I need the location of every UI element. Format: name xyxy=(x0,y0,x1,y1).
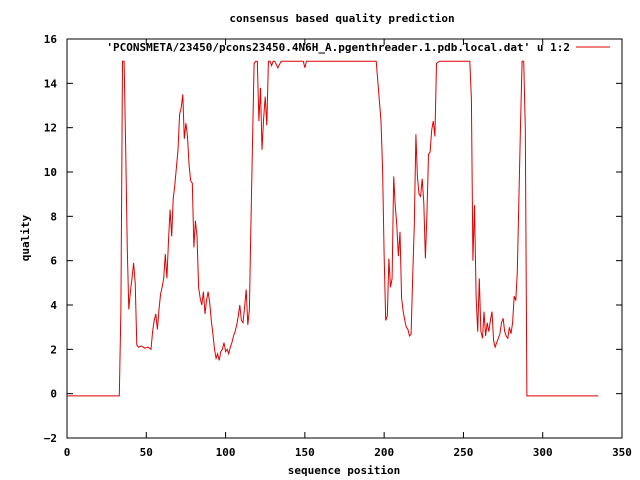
y-tick-label: 0 xyxy=(50,388,57,401)
series-layer xyxy=(67,60,599,397)
y-tick-label: 12 xyxy=(44,122,57,135)
y-tick-label: 8 xyxy=(50,210,57,223)
x-tick-label: 100 xyxy=(216,446,236,459)
y-tick-label: 16 xyxy=(44,33,58,46)
y-axis: −2 0 2 4 6 8 10 12 14 16 xyxy=(44,33,622,445)
y-axis-label: quality xyxy=(19,214,32,261)
y-tick-label: 6 xyxy=(50,255,57,268)
plot-frame xyxy=(66,38,623,439)
series-line xyxy=(67,60,599,397)
x-tick-label: 250 xyxy=(453,446,473,459)
x-tick-label: 150 xyxy=(295,446,315,459)
x-tick-label: 200 xyxy=(374,446,394,459)
legend-label: 'PCONSMETA/23450/pcons23450.4N6H_A.pgent… xyxy=(106,41,570,54)
y-tick-label: 4 xyxy=(50,299,57,312)
x-axis: 0 50 100 150 200 250 300 350 xyxy=(64,39,632,459)
x-tick-label: 0 xyxy=(64,446,71,459)
x-axis-label: sequence position xyxy=(288,464,401,477)
x-tick-label: 50 xyxy=(140,446,153,459)
y-tick-label: 10 xyxy=(44,166,57,179)
x-tick-label: 300 xyxy=(533,446,553,459)
y-tick-label: 14 xyxy=(44,77,58,90)
y-tick-label: −2 xyxy=(44,432,57,445)
y-tick-label: 2 xyxy=(50,343,57,356)
x-tick-label: 350 xyxy=(612,446,632,459)
chart-title: consensus based quality prediction xyxy=(229,12,454,25)
legend: 'PCONSMETA/23450/pcons23450.4N6H_A.pgent… xyxy=(106,41,610,54)
